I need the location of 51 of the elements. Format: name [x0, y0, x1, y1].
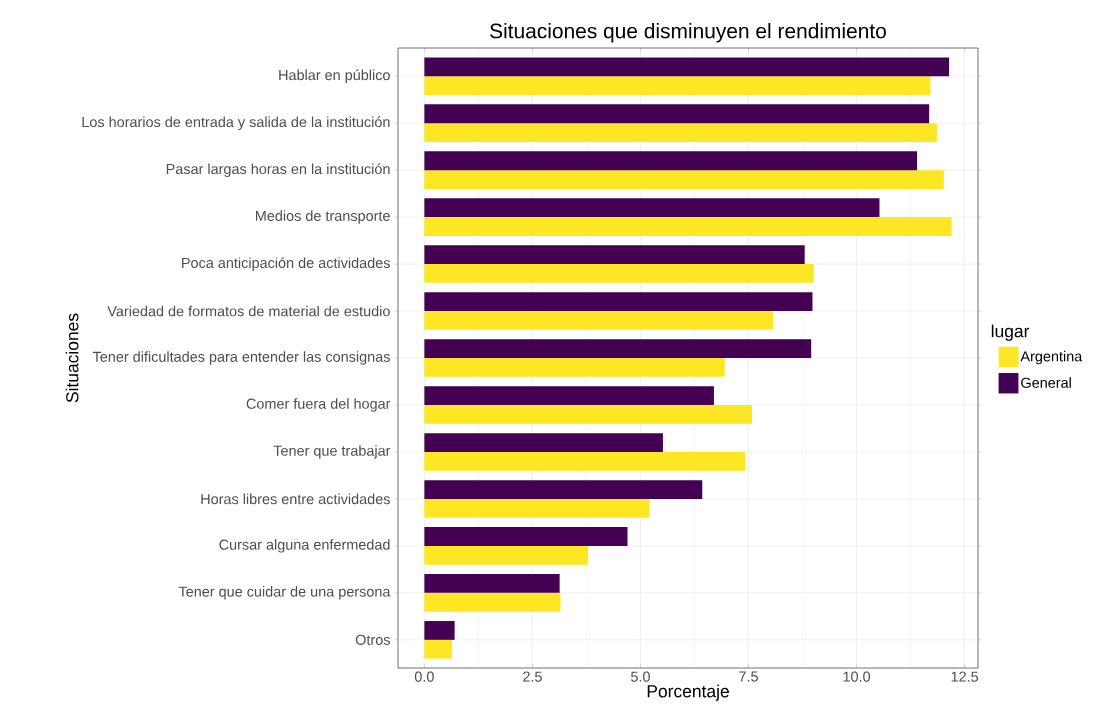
legend-label: General: [1021, 377, 1071, 388]
y-tick-label: Tener que cuidar de una persona: [178, 586, 391, 600]
x-axis-title: Porcentaje: [647, 684, 729, 701]
bar: [424, 264, 814, 283]
y-tick-label: Poca anticipación de actividades: [182, 257, 390, 271]
bar: [424, 527, 628, 546]
y-tick-label: Horas libres entre actividades: [201, 493, 390, 505]
bar: [424, 574, 560, 593]
y-tick-label: Tener que trabajar: [273, 445, 391, 459]
legend-title: lugar: [991, 324, 1030, 341]
bar: [424, 198, 880, 218]
bar: [424, 639, 453, 659]
bar: [424, 621, 455, 640]
y-tick-label: Los horarios de entrada y salida de la institución: [82, 116, 390, 130]
y-tick-label: Tener dificultades para entender las consignas: [92, 351, 390, 365]
bar: [424, 76, 931, 95]
bar: [424, 123, 937, 142]
x-tick-label: 10.0: [843, 671, 871, 682]
y-tick-label: Pasar largas horas en la institución: [166, 163, 390, 177]
bar: [424, 451, 746, 471]
bar: [424, 151, 918, 171]
bar: [424, 498, 650, 518]
bar: [424, 170, 944, 189]
bar: [424, 311, 774, 330]
bar: [424, 386, 714, 405]
bar: [424, 339, 812, 358]
x-tick-label: 2.5: [523, 671, 542, 682]
y-tick-label: Variedad de formatos de material de estudio: [107, 305, 390, 317]
bar: [424, 433, 663, 452]
bar: [424, 592, 561, 612]
y-tick-label: Otros: [355, 634, 390, 645]
x-tick-label: 0.0: [414, 671, 434, 682]
chart-title: Situaciones que disminuyen el rendimiento: [490, 22, 886, 43]
legend-label: Argentina: [1020, 350, 1083, 365]
bar: [424, 57, 950, 77]
bar: [424, 104, 930, 124]
x-tick-label: 12.5: [951, 671, 979, 682]
bar: [424, 217, 952, 236]
y-axis-title: Situaciones: [65, 313, 79, 403]
x-tick-label: 7.5: [739, 671, 758, 682]
bar: [424, 545, 589, 565]
bar: [424, 245, 805, 265]
y-tick-label: Medios de transporte: [255, 210, 390, 224]
y-tick-label: Cursar alguna enfermedad: [219, 539, 390, 553]
bar: [424, 358, 725, 377]
y-tick-label: Hablar en público: [279, 69, 390, 83]
x-tick-label: 5.0: [631, 671, 650, 682]
bar: [424, 404, 752, 424]
bar: [424, 480, 703, 499]
bar: [424, 292, 813, 312]
y-tick-label: Comer fuera del hogar: [246, 398, 391, 412]
